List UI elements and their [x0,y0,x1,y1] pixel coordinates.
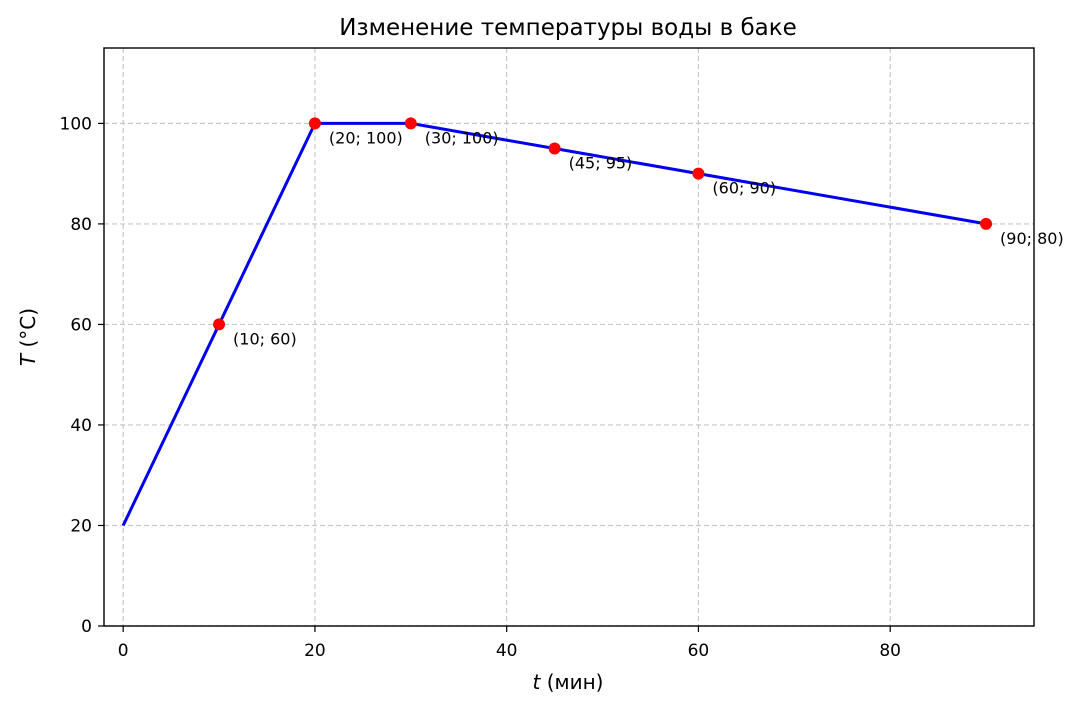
data-point-label: (45; 95) [569,154,633,173]
y-axis-unit: (°C) [16,308,40,354]
y-tick-label: 0 [81,617,92,637]
chart-title: Изменение температуры воды в баке [339,15,797,41]
x-tick-label: 40 [496,641,518,661]
data-point-marker [692,167,705,180]
axis-ticks: 0 20 40 60 80 0 20 40 60 80 100 [60,114,901,661]
data-point-marker [548,142,561,155]
data-point-label: (20; 100) [329,128,403,147]
data-point-marker [404,117,417,130]
data-point-label: (10; 60) [233,329,297,348]
y-tick-label: 80 [70,215,92,235]
y-tick-label: 60 [70,315,92,335]
data-point-marker [308,117,321,130]
x-axis-label: t (мин) [533,670,604,694]
data-point-marker [213,318,226,331]
y-axis-variable: T [16,352,40,366]
plot-frame [103,47,1035,627]
x-axis-unit: (мин) [540,670,603,694]
data-point-marker [980,217,993,230]
y-tick-label: 40 [70,416,92,436]
data-point-label: (30; 100) [425,128,499,147]
x-tick-label: 60 [688,641,710,661]
x-tick-label: 0 [118,641,129,661]
x-tick-label: 80 [879,641,901,661]
markers-layer [213,117,993,331]
y-tick-label: 20 [70,516,92,536]
y-tick-label: 100 [60,114,92,134]
x-axis-variable: t [533,670,542,694]
x-tick-label: 20 [304,641,326,661]
data-labels-layer: (10; 60) (20; 100) (30; 100) (45; 95) (60; 9… [233,128,1064,348]
data-point-label: (90; 80) [1000,229,1064,248]
y-axis-label: T (°C) [16,308,40,366]
data-point-label: (60; 90) [712,179,776,198]
